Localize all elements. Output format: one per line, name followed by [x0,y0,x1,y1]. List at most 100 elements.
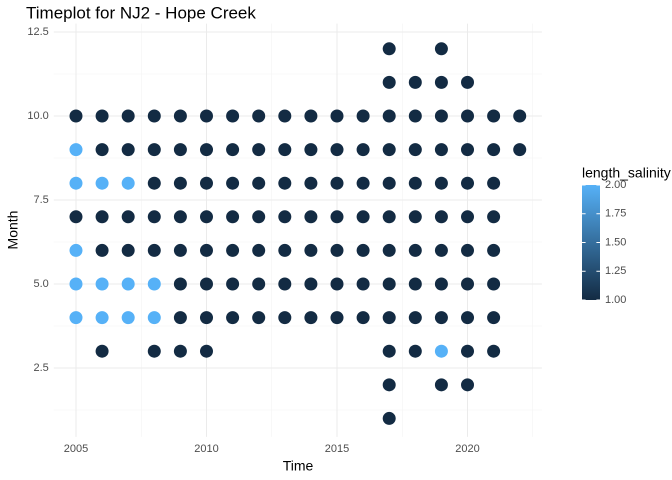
y-axis-label: Month [5,211,21,250]
point [278,311,292,325]
point [434,75,448,89]
point [487,176,501,190]
point [434,42,448,56]
point [173,344,187,358]
point [226,243,240,257]
point [434,243,448,257]
point [434,378,448,392]
colorbar-tick-label: 2.00 [605,179,626,191]
colorbar-tick-label: 1.00 [605,294,626,306]
point [147,277,161,291]
point [147,109,161,123]
point [173,176,187,190]
colorbar-tick-label: 1.25 [605,265,626,277]
point [513,143,527,157]
point [95,143,109,157]
x-tick-label: 2015 [325,443,349,455]
point [304,176,318,190]
point [434,311,448,325]
x-axis-label: Time [283,458,314,474]
point [461,176,475,190]
point [408,143,422,157]
point [252,277,266,291]
point [330,277,344,291]
point [252,143,266,157]
point [487,210,501,224]
y-tick-label: 5.0 [34,278,49,290]
point [434,176,448,190]
point [278,210,292,224]
legend-title: length_salinity [582,165,671,181]
point [95,176,109,190]
point [330,176,344,190]
point [382,210,396,224]
x-tick-label: 2005 [64,443,88,455]
point [356,143,370,157]
point [147,176,161,190]
point [382,277,396,291]
point [278,243,292,257]
point [304,143,318,157]
point [69,109,83,123]
colorbar [582,185,600,300]
point [382,75,396,89]
point [121,143,135,157]
point [173,311,187,325]
point [121,109,135,123]
point [382,176,396,190]
point [487,311,501,325]
chart-title: Timeplot for NJ2 - Hope Creek [26,3,256,22]
point [95,344,109,358]
points [69,42,527,425]
point [226,176,240,190]
point [513,109,527,123]
y-tick-label: 7.5 [34,194,49,206]
x-tick-label: 2010 [194,443,218,455]
point [252,176,266,190]
point [95,277,109,291]
point [461,109,475,123]
x-tick-label: 2020 [455,443,479,455]
point [408,344,422,358]
point [382,411,396,425]
point [487,143,501,157]
point [330,311,344,325]
point [147,344,161,358]
point [199,344,213,358]
point [461,311,475,325]
point [461,75,475,89]
grid [53,23,542,437]
point [356,277,370,291]
point [69,311,83,325]
point [382,243,396,257]
point [121,210,135,224]
point [69,176,83,190]
point [304,311,318,325]
point [408,243,422,257]
point [147,311,161,325]
point [69,277,83,291]
point [330,143,344,157]
point [330,210,344,224]
point [461,143,475,157]
point [173,210,187,224]
point [199,109,213,123]
point [252,210,266,224]
point [199,311,213,325]
point [356,311,370,325]
point [382,311,396,325]
point [487,109,501,123]
point [199,243,213,257]
point [199,277,213,291]
point [304,109,318,123]
point [434,210,448,224]
point [434,143,448,157]
point [173,109,187,123]
point [382,109,396,123]
colorbar-tick-label: 1.75 [605,208,626,220]
point [121,176,135,190]
point [487,277,501,291]
y-tick-label: 2.5 [34,362,49,374]
point [408,210,422,224]
